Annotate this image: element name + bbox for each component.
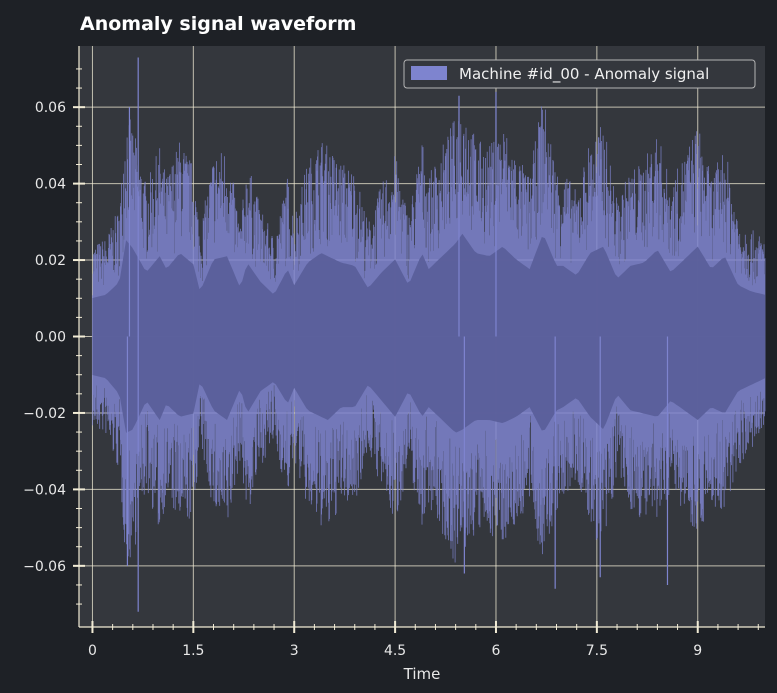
x-axis: 0 1.5 3 4.5 6 7.5 9: [79, 621, 765, 659]
y-tick-label: 0.02: [35, 253, 66, 269]
y-tick-label: −0.04: [23, 482, 66, 498]
x-tick-label: 0: [88, 643, 97, 659]
y-tick-label: −0.02: [23, 406, 66, 422]
y-axis: 0.06 0.04 0.02 0.00 −0.02 −0.04 −0.06: [23, 46, 85, 627]
y-tick-label: 0.00: [35, 330, 66, 346]
waveform-core: [92, 233, 765, 433]
x-tick-label: 1.5: [182, 643, 204, 659]
x-axis-label: Time: [403, 665, 441, 683]
x-tick-label: 3: [290, 643, 299, 659]
x-tick-label: 6: [492, 643, 501, 659]
legend-swatch: [411, 66, 447, 80]
chart-title: Anomaly signal waveform: [80, 13, 356, 35]
x-tick-label: 4.5: [384, 643, 406, 659]
y-tick-label: 0.06: [35, 100, 66, 116]
legend-box: [403, 59, 756, 89]
legend-label: Machine #id_00 - Anomaly signal: [459, 65, 709, 84]
x-tick-label: 9: [693, 643, 702, 659]
y-tick-label: 0.04: [35, 177, 66, 193]
y-tick-label: −0.06: [23, 559, 66, 575]
x-tick-label: 7.5: [586, 643, 608, 659]
legend[interactable]: Machine #id_00 - Anomaly signal: [403, 59, 756, 89]
waveform-series: [92, 57, 766, 612]
